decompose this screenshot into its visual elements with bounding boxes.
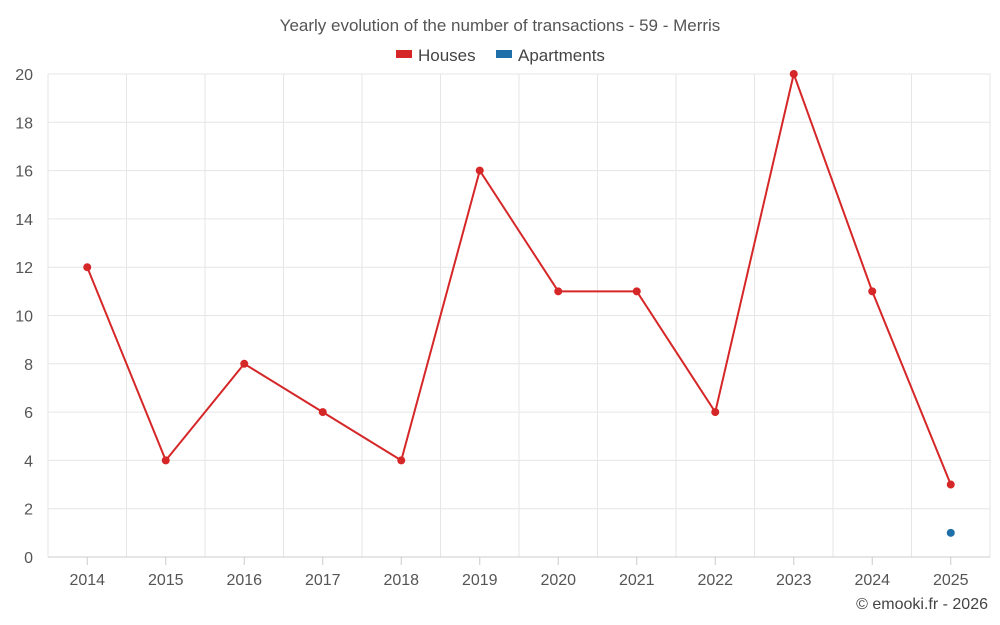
y-tick-label: 2 [24,502,33,519]
y-tick-label: 10 [15,309,33,326]
y-tick-label: 0 [24,550,33,567]
legend: Houses Apartments [396,46,605,65]
x-tick-label: 2022 [697,572,733,589]
data-point-houses[interactable] [789,70,798,78]
data-point-houses[interactable] [240,359,249,368]
y-tick-label: 16 [15,164,33,181]
x-tick-label: 2025 [933,572,969,589]
data-point-houses[interactable] [946,480,955,489]
legend-item-apartments[interactable]: Apartments [496,46,605,65]
data-point-houses[interactable] [475,166,484,175]
y-tick-label: 18 [15,115,33,132]
x-tick-label: 2017 [305,572,341,589]
x-tick-label: 2024 [854,572,890,589]
legend-swatch [496,50,512,58]
data-point-houses[interactable] [711,408,720,417]
y-tick-label: 8 [24,357,33,374]
axes: 0 2 4 6 8 10 12 14 16 18 20 2014 2015 2016 2017 2018 201… [15,67,990,589]
grid [47,73,991,557]
x-tick-label: 2014 [69,572,105,589]
data-point-apartments[interactable] [946,528,955,537]
data-point-houses[interactable] [318,408,327,417]
y-tick-label: 20 [15,67,33,84]
data-point-houses[interactable] [554,287,563,296]
credit-text: © emooki.fr - 2026 [856,596,988,613]
series-line-houses [86,73,952,485]
y-tick-label: 14 [15,212,33,229]
data-point-houses[interactable] [83,263,92,272]
series-layer [83,70,955,537]
x-tick-label: 2019 [462,572,498,589]
x-tick-label: 2023 [776,572,812,589]
legend-label: Apartments [518,46,605,65]
x-tick-label: 2015 [148,572,184,589]
legend-label: Houses [418,46,476,65]
x-tick-label: 2020 [540,572,576,589]
data-point-houses[interactable] [161,456,170,465]
y-tick-label: 6 [24,405,33,422]
data-point-houses[interactable] [397,456,406,465]
y-tick-label: 4 [24,453,33,470]
x-tick-label: 2021 [619,572,655,589]
y-tick-label: 12 [15,260,33,277]
legend-item-houses[interactable]: Houses [396,46,476,65]
x-tick-label: 2018 [383,572,419,589]
data-point-houses[interactable] [868,287,877,296]
chart-title: Yearly evolution of the number of transa… [280,16,721,35]
x-tick-label: 2016 [226,572,262,589]
legend-swatch [396,50,412,58]
data-point-houses[interactable] [632,287,641,296]
